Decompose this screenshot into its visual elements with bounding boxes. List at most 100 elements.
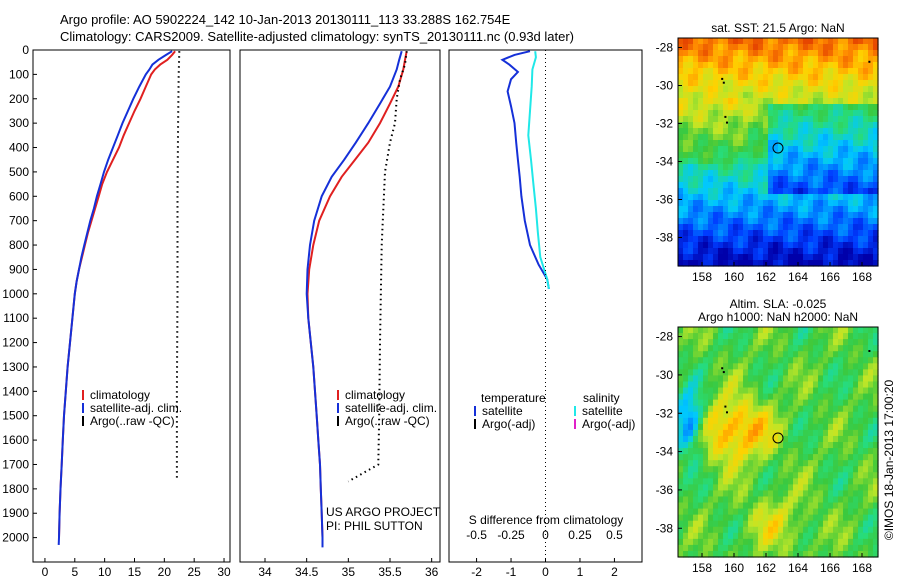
map-cell [698, 496, 704, 504]
map-cell [828, 472, 834, 479]
map-cell [748, 248, 754, 255]
map-cell [798, 520, 804, 528]
map-cell [688, 68, 694, 75]
map-cell [833, 38, 839, 45]
map-cell [868, 526, 874, 534]
map-cell [718, 411, 724, 419]
map-cell [838, 104, 844, 111]
map-cell [803, 248, 809, 255]
map-cell [708, 496, 714, 504]
legend-label: Argo(..raw -QC) [345, 414, 430, 428]
map-cell [768, 502, 774, 510]
map-cell [788, 423, 794, 431]
map-cell [808, 405, 814, 413]
map-cell [763, 496, 769, 504]
map-cell [683, 170, 689, 177]
map-cell [783, 327, 789, 334]
map-cell [828, 164, 834, 171]
map-cell [713, 206, 719, 213]
map-cell [698, 158, 704, 165]
map-cell [808, 375, 814, 383]
map-cell [758, 550, 764, 558]
map-cell [813, 327, 819, 334]
map-cell [793, 158, 799, 165]
map-cell [718, 502, 724, 510]
map-cell [683, 490, 689, 498]
map-cell [813, 50, 819, 57]
map-cell [723, 230, 729, 237]
map-cell [813, 351, 819, 358]
map-cell [678, 182, 684, 189]
map-cell [828, 170, 834, 177]
map-cell [828, 399, 834, 407]
map-cell [783, 44, 789, 51]
map-cell [848, 110, 854, 117]
map-cell [738, 152, 744, 159]
map-cell [793, 116, 799, 123]
map-cell [688, 194, 694, 201]
legend-swatch [82, 403, 84, 413]
map-cell [833, 218, 839, 225]
map-cell [743, 417, 749, 425]
map-cell [778, 369, 784, 377]
map-cell [783, 351, 789, 358]
map-cell [793, 345, 799, 352]
map-cell [783, 333, 789, 340]
map-cell [738, 140, 744, 147]
map-cell [778, 472, 784, 479]
map-cell [823, 116, 829, 123]
map-cell [788, 393, 794, 401]
map-cell [708, 514, 714, 522]
map-cell [728, 116, 734, 123]
map-cell [783, 152, 789, 159]
map-cell [723, 532, 729, 540]
map-cell [678, 339, 684, 346]
map-cell [688, 188, 694, 195]
map-cell [688, 484, 694, 492]
map-cell [833, 80, 839, 87]
map-cell [803, 357, 809, 364]
map-cell [823, 68, 829, 75]
map-cell [758, 399, 764, 407]
map-cell [868, 110, 874, 117]
map-cell [718, 417, 724, 425]
map-cell [868, 152, 874, 159]
map-cell [718, 435, 724, 443]
map-cell [703, 194, 709, 201]
map-cell [683, 74, 689, 81]
map-cell [833, 387, 839, 395]
map-cell [763, 381, 769, 389]
map-cell [803, 490, 809, 498]
map-cell [743, 466, 749, 473]
panel-temperature: 0100200300400500600700800900100011001200… [2, 43, 231, 579]
map-cell [843, 514, 849, 522]
map-cell [728, 339, 734, 346]
map-cell [818, 417, 824, 425]
map-cell [798, 248, 804, 255]
map-cell [708, 242, 714, 249]
map-cell [863, 442, 869, 449]
map-cell [783, 140, 789, 147]
map-cell [783, 200, 789, 207]
map-cell [788, 490, 794, 498]
map-cell [833, 526, 839, 534]
map-cell [688, 254, 694, 261]
map-cell [683, 496, 689, 504]
map-cell [818, 423, 824, 431]
map-cell [688, 236, 694, 243]
map-cell [713, 104, 719, 111]
map-cell [798, 375, 804, 383]
map-cell [788, 345, 794, 352]
map-cell [713, 164, 719, 171]
map-cell [843, 80, 849, 87]
map-cell [853, 490, 859, 498]
coast-speck [726, 411, 728, 414]
map-cell [743, 472, 749, 479]
map-cell [843, 411, 849, 419]
map-cell [748, 381, 754, 389]
map-cell [743, 86, 749, 93]
map-cell [823, 429, 829, 437]
map-cell [858, 56, 864, 63]
map-cell [703, 448, 709, 455]
map-cell [813, 134, 819, 141]
